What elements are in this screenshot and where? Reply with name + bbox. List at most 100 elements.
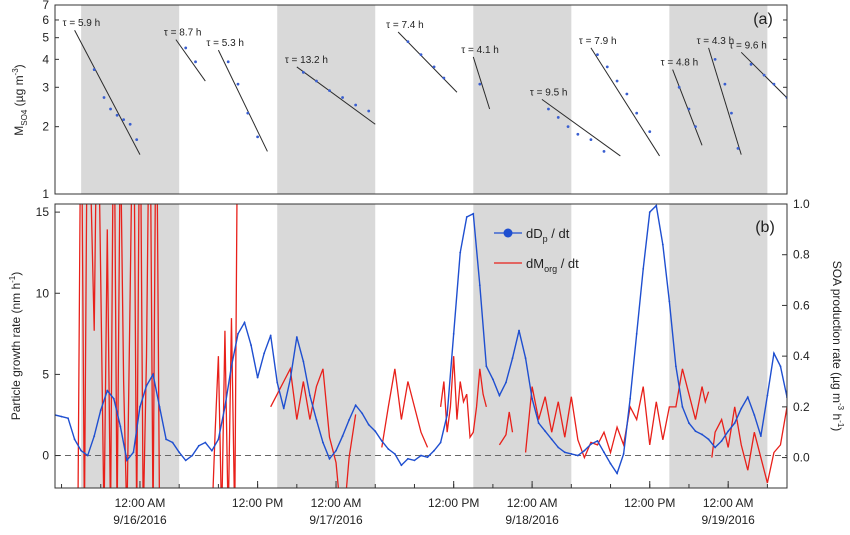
y-tick-label: 15 [36,205,50,219]
ddp-point [544,430,547,433]
decay-point [341,96,344,99]
ddp-point [779,365,782,368]
ddp-point [374,430,377,433]
ddp-point [86,454,89,457]
ddp-point [446,414,449,416]
decay-point [184,46,188,50]
decay-point [625,92,629,96]
ddp-point [505,381,507,384]
ddp-point [583,449,586,452]
night-shade-band [669,5,768,194]
ddp-point [99,409,102,412]
tau-label: τ = 4.8 h [661,58,699,69]
ddp-point [518,329,520,332]
night-shade-band [81,5,180,194]
ddp-point [753,414,756,416]
panel-label-b: (b) [755,219,775,236]
decay-point [92,68,96,71]
tau-label: τ = 4.3 h [697,36,735,47]
decay-point [246,111,250,115]
ddp-point [217,438,220,441]
ddp-point [740,407,743,410]
decay-fit-line [708,47,742,155]
ddp-point [773,352,775,355]
ddp-point [557,446,560,449]
decay-point [713,57,717,61]
ddp-point [635,332,638,335]
decay-point [772,82,776,86]
decay-fit-line [217,49,268,152]
decay-point [226,60,230,64]
ddp-point [563,451,566,454]
ddp-point [426,456,429,459]
ddp-point [184,459,187,462]
dmorg-segment [270,366,357,488]
decay-point [812,125,815,128]
y2-tick-label: 0.4 [793,349,810,363]
ddp-point [224,405,226,408]
dmorg-segment [711,404,787,484]
tau-labels: τ = 5.9 h τ = 8.7 h τ = 5.3 h τ = 13.2 h τ =… [63,18,767,98]
dmorg-segment [77,204,160,488]
decay-fit-line [672,69,703,146]
decay-point [442,76,446,80]
ddp-point [145,384,148,387]
tau-label: τ = 13.2 h [285,55,328,66]
y2-axis-ticks-b: 0.0 0.2 0.4 0.6 0.8 1.0 [782,197,810,465]
decay-fit-line [296,66,376,125]
ddp-point [766,394,769,397]
ddp-point [825,437,827,439]
ddp-point [642,268,645,270]
ddp-point [393,453,396,455]
decay-point [128,122,132,126]
decay-point [109,107,112,111]
ddp-point [701,433,703,436]
x-date-label: 9/17/2016 [309,513,363,527]
y2-tick-label: 0.0 [793,451,810,465]
decay-point [723,82,727,86]
ddp-point [210,449,213,452]
ddp-point [112,397,115,400]
ddp-point [452,332,455,335]
legend-label-dmorg: dMorg / dt [526,256,579,274]
ddp-point [485,365,488,368]
night-shade-band [669,204,768,488]
ddp-point [596,440,599,442]
ddp-point [197,444,200,447]
night-shade-band [277,204,376,488]
ddp-point [465,216,468,218]
decay-point [648,130,652,134]
y-tick-label: 5 [42,31,49,45]
ddp-point [609,462,612,465]
ddp-point [733,422,736,424]
ddp-point [819,435,821,437]
decay-point [687,107,691,111]
decay-point [478,82,482,86]
ddp-point [793,437,795,439]
ddp-point [400,464,403,467]
ddp-point [812,438,814,440]
decay-point [602,150,606,153]
y-axis-ticks-b: 0 5 10 15 [36,205,60,463]
decay-point [566,125,570,129]
ddp-point [302,360,305,363]
decay-point [799,108,802,111]
ddp-point [93,435,96,437]
ddp-point [269,334,272,337]
ddp-point [256,376,259,379]
night-shade-band [277,5,376,194]
decay-point [556,116,560,119]
decay-point [315,79,318,83]
ddp-line [55,204,787,475]
y-tick-label: 10 [36,286,50,300]
x-tick-label: 12:00 PM [232,496,283,510]
ddp-point [478,284,481,287]
decay-point [102,96,106,99]
y-axis-label-a: MSO4 (µg m-3) [11,64,29,135]
dmorg-segment [381,368,429,448]
x-axis-ticks: 12:00 AM 9/16/2016 12:00 PM 12:00 AM 9/17/20… [61,481,768,527]
y2-tick-label: 0.2 [793,400,810,414]
decay-point [419,53,423,57]
decay-point [605,65,609,69]
